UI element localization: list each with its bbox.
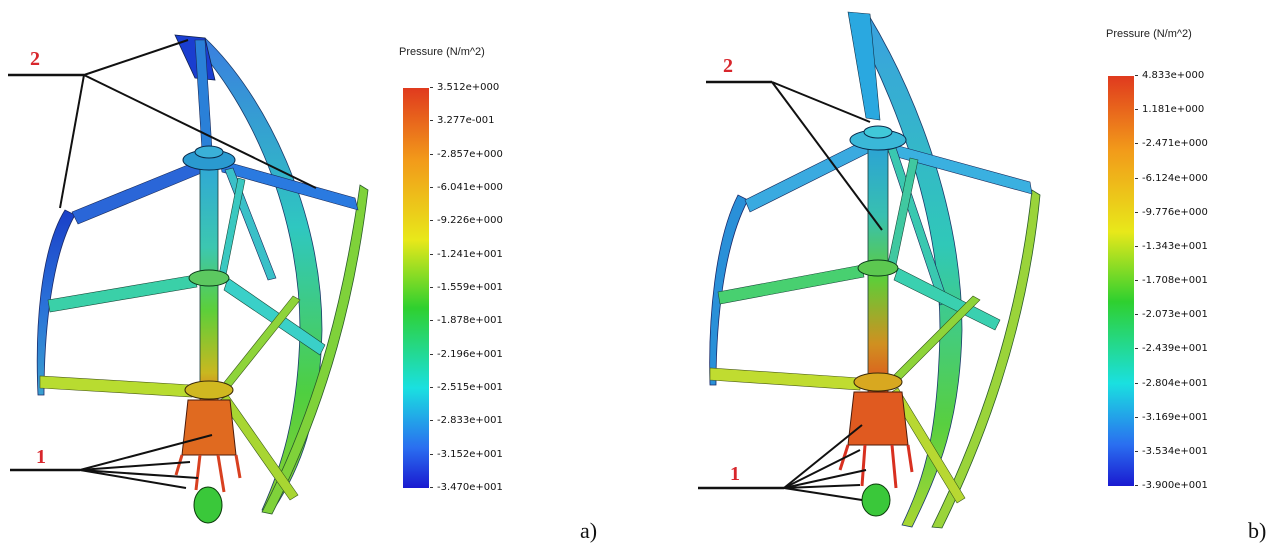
legend-title: Pressure (N/m^2) xyxy=(399,46,485,58)
arm-upper-1 xyxy=(744,139,871,213)
blade-front xyxy=(261,184,369,515)
colorbar-ticks: 3.512e+000 3.277e-001 -2.857e+000 -6.041e+0… xyxy=(430,82,550,494)
colorbar-tick-label: -3.900e+001 xyxy=(1135,480,1208,492)
marker-2: 2 xyxy=(30,48,40,70)
hub-top-ring xyxy=(863,125,893,139)
arm-upper-1 xyxy=(71,159,205,225)
colorbar-tick-label: -2.471e+000 xyxy=(1135,138,1208,150)
colorbar-tick-label: -2.833e+001 xyxy=(430,415,503,427)
arm-mid-1 xyxy=(717,264,865,305)
hub-mid xyxy=(857,259,899,277)
colorbar-tick-label: -1.878e+001 xyxy=(430,315,503,327)
blade-right xyxy=(849,13,963,528)
colorbar-tick-label: -1.343e+001 xyxy=(1135,241,1208,253)
colorbar-tick-label: -2.857e+000 xyxy=(430,149,503,161)
colorbar-tick-label: -2.515e+001 xyxy=(430,382,503,394)
colorbar-tick-label: -9.776e+000 xyxy=(1135,207,1208,219)
arm-low-1 xyxy=(709,367,861,391)
blade-left xyxy=(709,194,749,386)
panel-label: a) xyxy=(580,518,598,543)
blade-front xyxy=(931,189,1041,529)
hub-top-ring xyxy=(194,145,224,159)
colorbar-ticks: 4.833e+000 1.181e+000 -2.471e+000 -6.124e+0… xyxy=(1135,70,1255,492)
panel-label: b) xyxy=(1248,518,1267,543)
colorbar xyxy=(403,88,429,488)
base-foot xyxy=(861,483,891,517)
arm-low-3 xyxy=(889,387,966,504)
colorbar-tick-label: -1.241e+001 xyxy=(430,249,503,261)
panel-a: 2 1 Pressure (N/m^2) 3.512e+000 3.277e-00… xyxy=(0,0,640,547)
marker-1: 1 xyxy=(36,446,46,468)
colorbar-tick-label: -3.152e+001 xyxy=(430,449,503,461)
hub-low xyxy=(184,380,234,400)
arm-mid-3 xyxy=(217,177,246,281)
colorbar-tick-label: -2.804e+001 xyxy=(1135,378,1208,390)
colorbar-tick-label: -2.073e+001 xyxy=(1135,309,1208,321)
colorbar-tick-label: -1.559e+001 xyxy=(430,282,503,294)
turbine-model-b xyxy=(698,11,1041,529)
colorbar-tick-label: 4.833e+000 xyxy=(1135,70,1204,82)
colorbar-tick-label: 3.512e+000 xyxy=(430,82,499,94)
colorbar-tick-label: -3.534e+001 xyxy=(1135,446,1208,458)
colorbar-tick-label: -6.041e+000 xyxy=(430,182,503,194)
arm-low-3 xyxy=(219,394,299,501)
colorbar-tick-label: -3.169e+001 xyxy=(1135,412,1208,424)
arm-low-2 xyxy=(891,295,981,383)
colorbar-tick-label: -2.196e+001 xyxy=(430,349,503,361)
colorbar-tick-label: -6.124e+000 xyxy=(1135,173,1208,185)
base-legs xyxy=(838,444,914,489)
base-foot xyxy=(193,486,223,524)
marker-2: 2 xyxy=(723,55,733,77)
colorbar-tick-label: -9.226e+000 xyxy=(430,215,503,227)
legend-title: Pressure (N/m^2) xyxy=(1106,28,1192,40)
colorbar-tick-label: -1.708e+001 xyxy=(1135,275,1208,287)
base xyxy=(847,391,909,446)
colorbar-tick-label: -2.439e+001 xyxy=(1135,343,1208,355)
arm-mid-2 xyxy=(223,277,326,356)
arm-mid-1 xyxy=(47,274,198,313)
colorbar-tick-label: 1.181e+000 xyxy=(1135,104,1204,116)
colorbar-tick-label: 3.277e-001 xyxy=(430,115,494,127)
turbine-model-a xyxy=(8,34,369,524)
blade-top-strip xyxy=(847,11,881,121)
arm-low-1 xyxy=(39,375,193,398)
base xyxy=(181,399,237,456)
base-legs xyxy=(174,454,242,493)
hub-low xyxy=(853,372,903,392)
colorbar-tick-label: -3.470e+001 xyxy=(430,482,503,494)
hub-mid xyxy=(188,269,230,287)
colorbar xyxy=(1108,76,1134,486)
panel-b: 2 1 Pressure (N/m^2) 4.833e+000 1.181e+00… xyxy=(640,0,1279,547)
marker-1: 1 xyxy=(730,463,740,485)
